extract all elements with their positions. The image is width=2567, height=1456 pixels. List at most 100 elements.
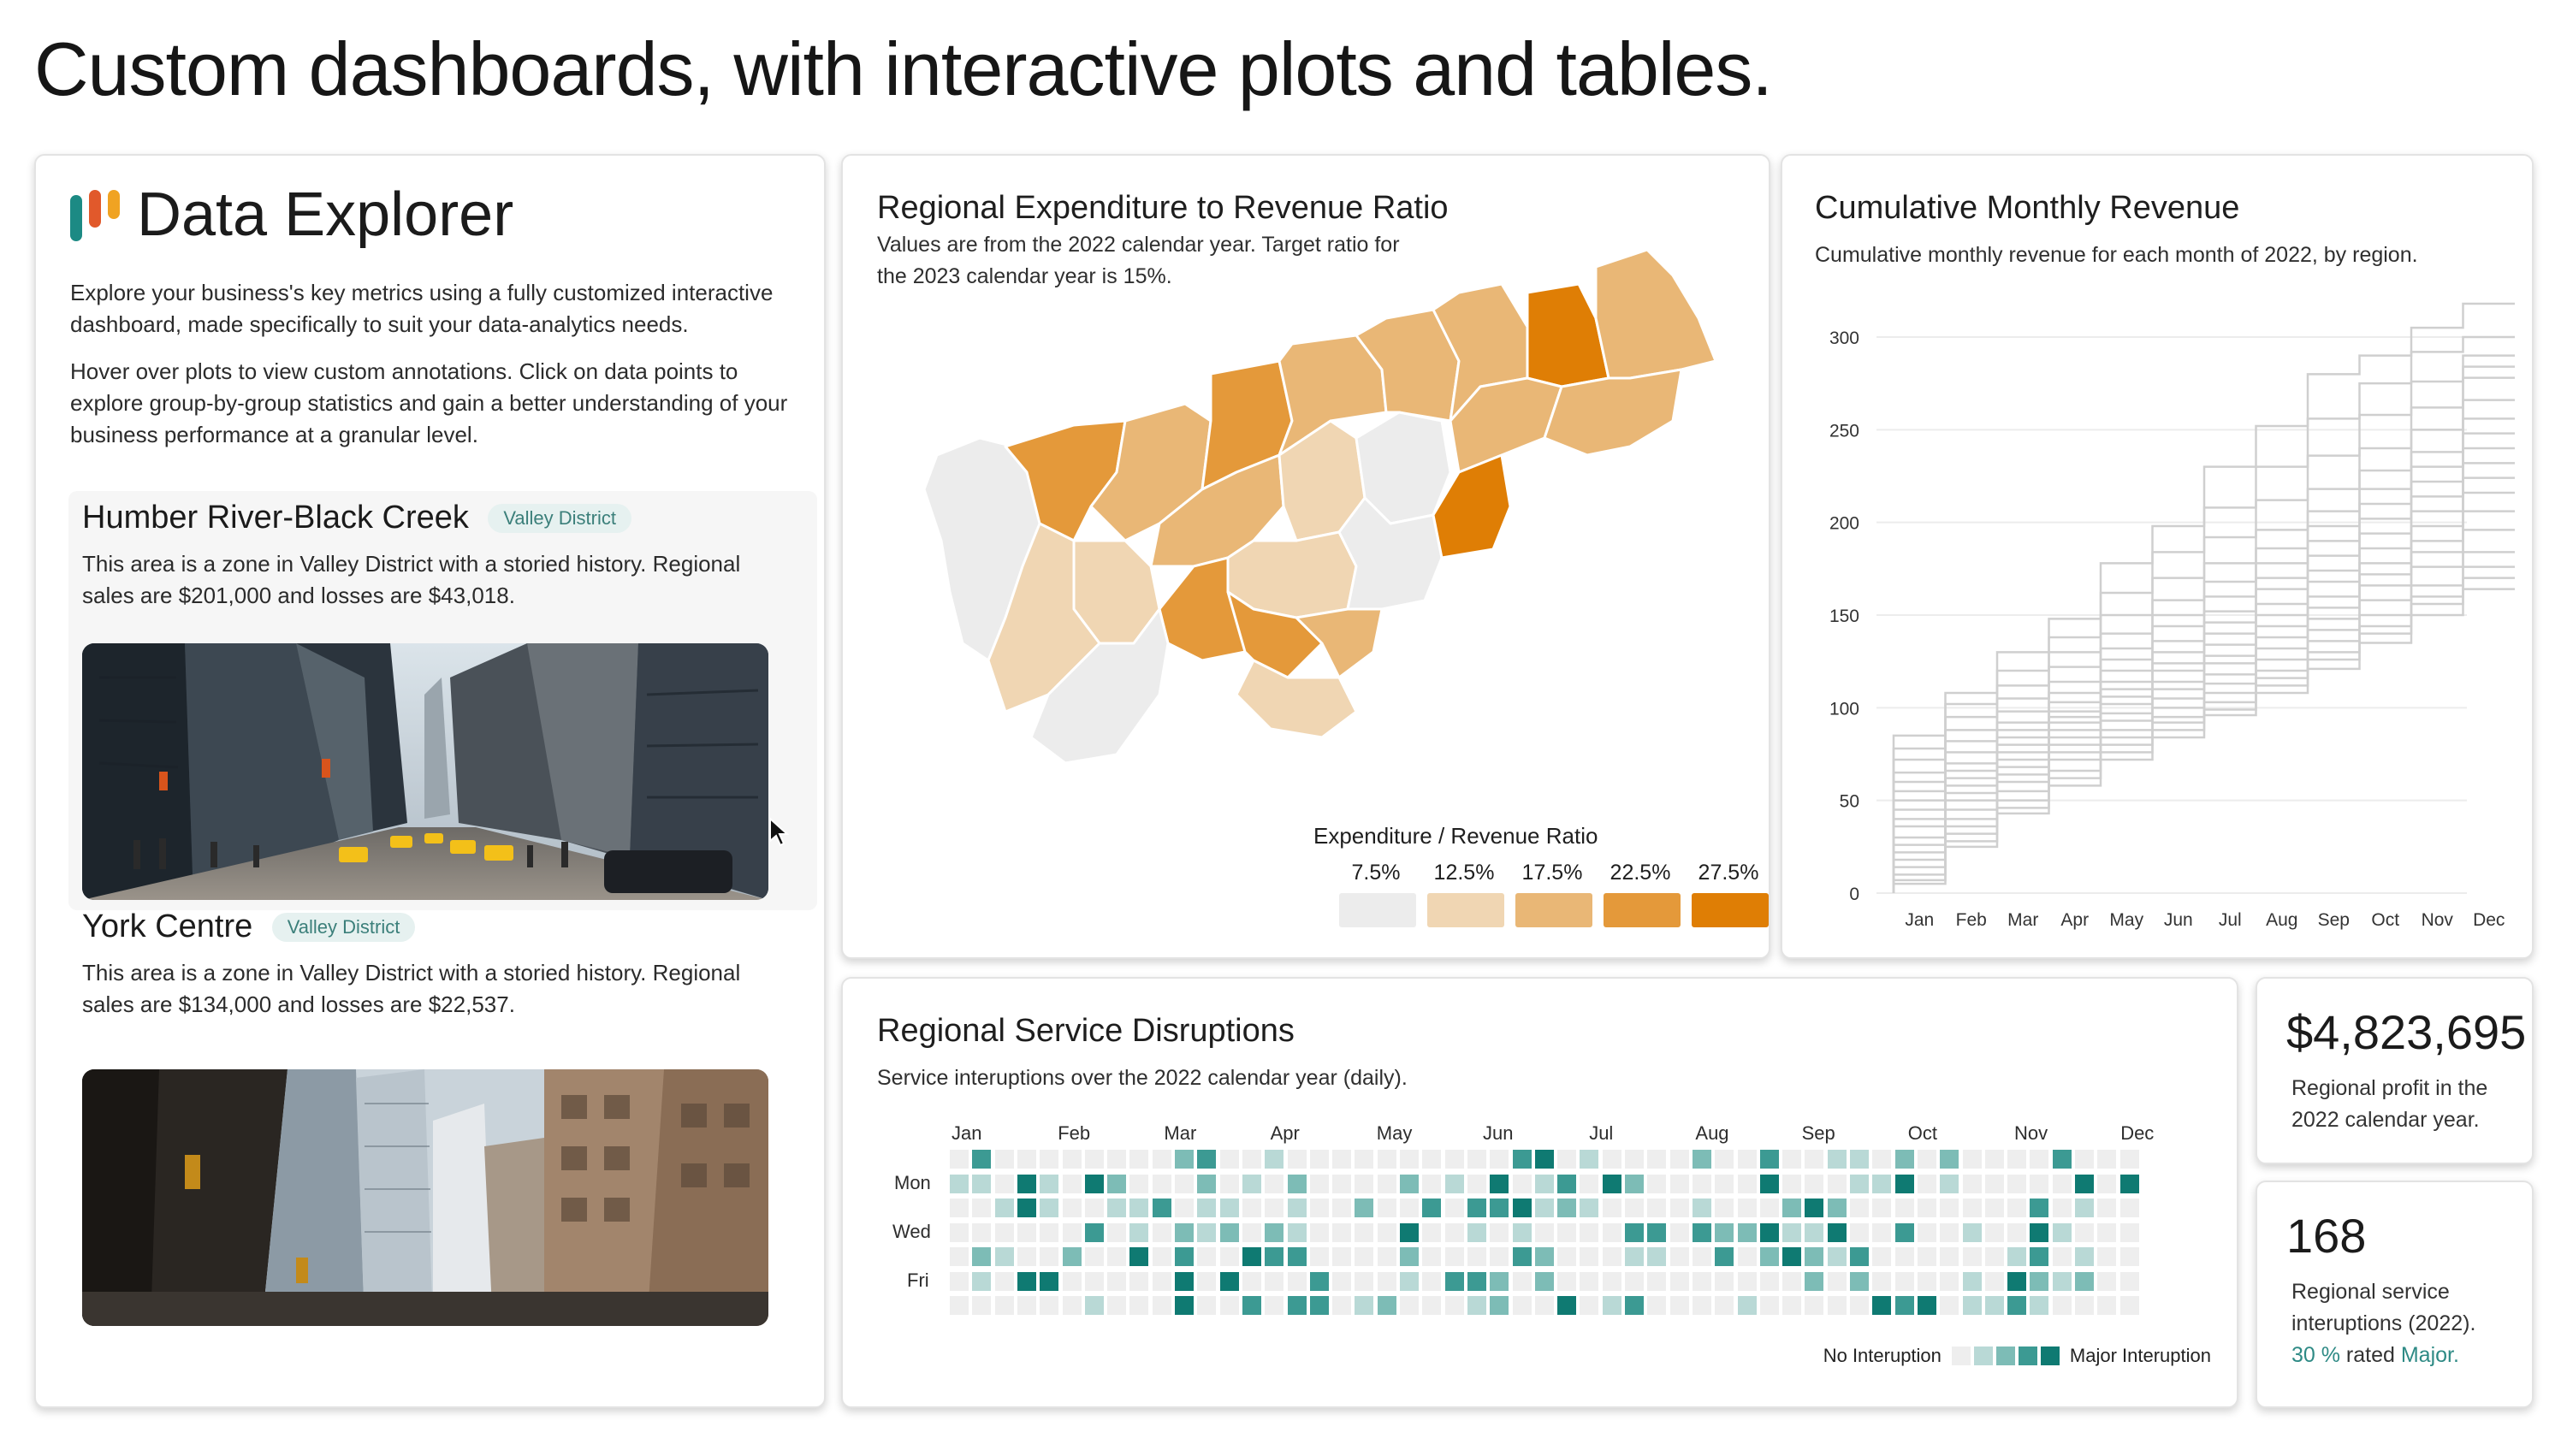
- heatmap-cell[interactable]: [1850, 1271, 1869, 1291]
- heatmap-cell[interactable]: [1490, 1199, 1509, 1217]
- heatmap-cell[interactable]: [950, 1296, 969, 1315]
- heatmap-cell[interactable]: [1917, 1271, 1936, 1291]
- heatmap-cell[interactable]: [2097, 1199, 2117, 1217]
- heatmap-cell[interactable]: [1534, 1174, 1554, 1193]
- heatmap-cell[interactable]: [2030, 1296, 2049, 1315]
- heatmap-cell[interactable]: [1265, 1174, 1284, 1193]
- heatmap-cell[interactable]: [2119, 1199, 2139, 1217]
- heatmap-cell[interactable]: [1827, 1150, 1847, 1169]
- revenue-series-line[interactable]: [1892, 588, 2515, 893]
- heatmap-cell[interactable]: [2030, 1271, 2049, 1291]
- heatmap-cell[interactable]: [1219, 1296, 1239, 1315]
- heatmap-cell[interactable]: [1467, 1150, 1486, 1169]
- heatmap-cell[interactable]: [1377, 1199, 1396, 1217]
- heatmap-cell[interactable]: [1152, 1174, 1171, 1193]
- heatmap-cell[interactable]: [1602, 1222, 1621, 1242]
- heatmap-cell[interactable]: [994, 1296, 1014, 1315]
- heatmap-cell[interactable]: [1152, 1150, 1171, 1169]
- heatmap-cell[interactable]: [1242, 1296, 1261, 1315]
- heatmap-cell[interactable]: [1490, 1247, 1509, 1266]
- heatmap-cell[interactable]: [1782, 1296, 1802, 1315]
- heatmap-cell[interactable]: [1490, 1222, 1509, 1242]
- heatmap-cell[interactable]: [1917, 1174, 1936, 1193]
- heatmap-cell[interactable]: [2007, 1271, 2027, 1291]
- heatmap-cell[interactable]: [1512, 1174, 1532, 1193]
- heatmap-cell[interactable]: [1040, 1247, 1059, 1266]
- heatmap-cell[interactable]: [1490, 1296, 1509, 1315]
- heatmap-cell[interactable]: [1197, 1199, 1217, 1217]
- heatmap-cell[interactable]: [1962, 1222, 1982, 1242]
- heatmap-cell[interactable]: [1557, 1222, 1577, 1242]
- heatmap-cell[interactable]: [1872, 1199, 1892, 1217]
- heatmap-cell[interactable]: [2007, 1296, 2027, 1315]
- heatmap-cell[interactable]: [1737, 1271, 1757, 1291]
- heatmap-cell[interactable]: [1129, 1199, 1149, 1217]
- heatmap-cell[interactable]: [1062, 1150, 1082, 1169]
- heatmap-cell[interactable]: [1850, 1222, 1869, 1242]
- heatmap-cell[interactable]: [1827, 1247, 1847, 1266]
- heatmap-cell[interactable]: [1872, 1150, 1892, 1169]
- heatmap-cell[interactable]: [1715, 1150, 1734, 1169]
- heatmap-cell[interactable]: [2075, 1296, 2094, 1315]
- heatmap-cell[interactable]: [1669, 1174, 1689, 1193]
- heatmap-cell[interactable]: [1715, 1296, 1734, 1315]
- heatmap-cell[interactable]: [1894, 1222, 1914, 1242]
- heatmap-cell[interactable]: [1894, 1199, 1914, 1217]
- heatmap-cell[interactable]: [1467, 1199, 1486, 1217]
- heatmap-cell[interactable]: [1805, 1271, 1824, 1291]
- heatmap-cell[interactable]: [1129, 1296, 1149, 1315]
- heatmap-cell[interactable]: [1827, 1174, 1847, 1193]
- heatmap-cell[interactable]: [1309, 1150, 1329, 1169]
- heatmap-cell[interactable]: [1129, 1222, 1149, 1242]
- heatmap-cell[interactable]: [950, 1271, 969, 1291]
- heatmap-cell[interactable]: [1444, 1150, 1464, 1169]
- heatmap-cell[interactable]: [2052, 1271, 2072, 1291]
- heatmap-cell[interactable]: [994, 1199, 1014, 1217]
- heatmap-cell[interactable]: [1669, 1199, 1689, 1217]
- heatmap-cell[interactable]: [1287, 1247, 1307, 1266]
- heatmap-cell[interactable]: [1962, 1150, 1982, 1169]
- heatmap-cell[interactable]: [1782, 1222, 1802, 1242]
- heatmap-cell[interactable]: [1940, 1296, 1959, 1315]
- heatmap-cell[interactable]: [950, 1222, 969, 1242]
- heatmap-cell[interactable]: [1827, 1199, 1847, 1217]
- heatmap-cell[interactable]: [1152, 1199, 1171, 1217]
- heatmap-cell[interactable]: [1265, 1271, 1284, 1291]
- heatmap-cell[interactable]: [1692, 1271, 1711, 1291]
- heatmap-cell[interactable]: [1040, 1150, 1059, 1169]
- heatmap-cell[interactable]: [1467, 1271, 1486, 1291]
- heatmap-cell[interactable]: [1580, 1174, 1599, 1193]
- heatmap-cell[interactable]: [1759, 1271, 1779, 1291]
- heatmap-cell[interactable]: [1040, 1199, 1059, 1217]
- heatmap-cell[interactable]: [1759, 1150, 1779, 1169]
- heatmap-cell[interactable]: [1872, 1296, 1892, 1315]
- heatmap-cell[interactable]: [2030, 1150, 2049, 1169]
- heatmap-cell[interactable]: [1287, 1222, 1307, 1242]
- heatmap-cell[interactable]: [1242, 1174, 1261, 1193]
- heatmap-cell[interactable]: [1962, 1174, 1982, 1193]
- heatmap-cell[interactable]: [1692, 1199, 1711, 1217]
- heatmap-cell[interactable]: [1962, 1247, 1982, 1266]
- heatmap-cell[interactable]: [1557, 1150, 1577, 1169]
- heatmap-cell[interactable]: [972, 1199, 992, 1217]
- heatmap-cell[interactable]: [1467, 1247, 1486, 1266]
- heatmap-cell[interactable]: [1625, 1199, 1644, 1217]
- heatmap-cell[interactable]: [1669, 1296, 1689, 1315]
- heatmap-cell[interactable]: [1175, 1296, 1194, 1315]
- heatmap-cell[interactable]: [1692, 1174, 1711, 1193]
- heatmap-cell[interactable]: [1422, 1150, 1442, 1169]
- heatmap-cell[interactable]: [1152, 1271, 1171, 1291]
- heatmap-cell[interactable]: [950, 1247, 969, 1266]
- heatmap-cell[interactable]: [1669, 1247, 1689, 1266]
- heatmap-cell[interactable]: [1512, 1296, 1532, 1315]
- heatmap-cell[interactable]: [1894, 1150, 1914, 1169]
- heatmap-cell[interactable]: [1759, 1199, 1779, 1217]
- heatmap-cell[interactable]: [2097, 1271, 2117, 1291]
- heatmap-cell[interactable]: [1017, 1247, 1036, 1266]
- heatmap-cell[interactable]: [1625, 1222, 1644, 1242]
- heatmap-cell[interactable]: [1400, 1247, 1419, 1266]
- heatmap-cell[interactable]: [2052, 1174, 2072, 1193]
- heatmap-cell[interactable]: [1984, 1247, 2004, 1266]
- heatmap-cell[interactable]: [1107, 1247, 1127, 1266]
- heatmap-cell[interactable]: [1534, 1271, 1554, 1291]
